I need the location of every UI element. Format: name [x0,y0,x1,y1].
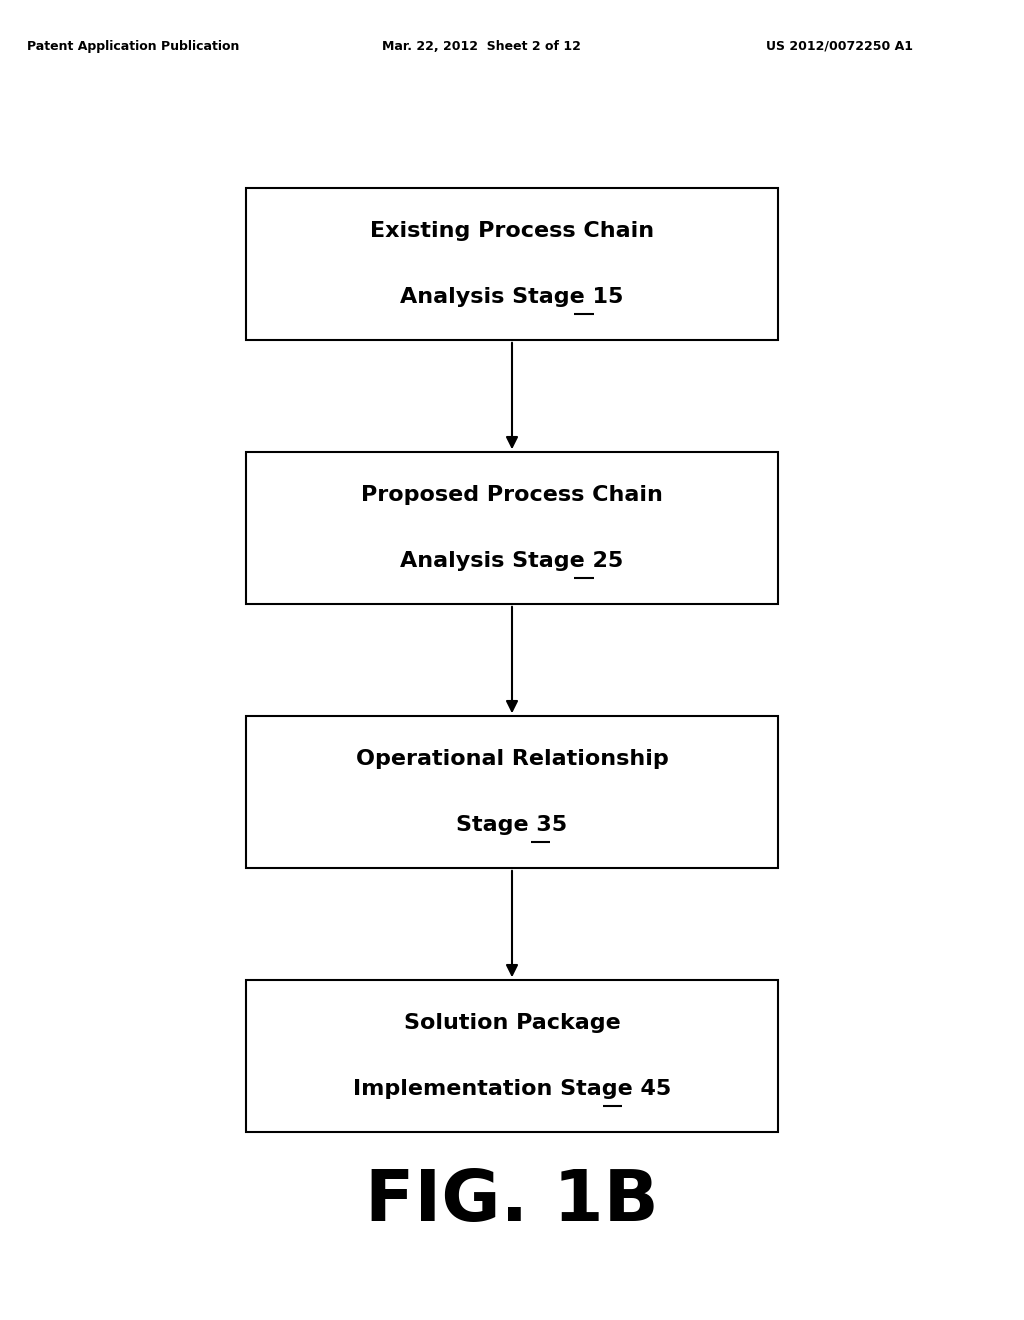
Text: Existing Process Chain: Existing Process Chain [370,220,654,242]
Text: Analysis Stage 15: Analysis Stage 15 [400,286,624,308]
Text: Patent Application Publication: Patent Application Publication [27,40,240,53]
FancyBboxPatch shape [246,187,778,339]
Text: Mar. 22, 2012  Sheet 2 of 12: Mar. 22, 2012 Sheet 2 of 12 [382,40,581,53]
Text: Proposed Process Chain: Proposed Process Chain [361,484,663,506]
FancyBboxPatch shape [246,451,778,605]
FancyBboxPatch shape [246,979,778,1131]
Text: Operational Relationship: Operational Relationship [355,748,669,770]
FancyBboxPatch shape [246,715,778,869]
Text: FIG. 1B: FIG. 1B [366,1167,658,1236]
Text: Solution Package: Solution Package [403,1012,621,1034]
Text: Implementation Stage 45: Implementation Stage 45 [353,1078,671,1100]
Text: Analysis Stage 25: Analysis Stage 25 [400,550,624,572]
Text: Stage 35: Stage 35 [457,814,567,836]
Text: US 2012/0072250 A1: US 2012/0072250 A1 [766,40,913,53]
